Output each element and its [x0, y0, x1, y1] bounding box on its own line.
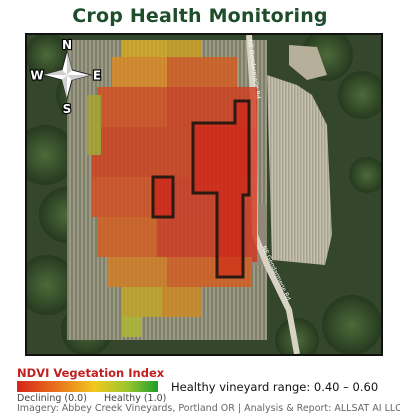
declining-zone-large[interactable]: [191, 99, 251, 279]
page-title: Crop Health Monitoring: [72, 5, 328, 27]
compass-e: E: [93, 69, 101, 83]
ndvi-map[interactable]: NE Gendarmerie Rd NE Gendarmerie Rd: [25, 33, 383, 356]
compass-n: N: [62, 38, 72, 52]
healthy-range-note: Healthy vineyard range: 0.40 – 0.60: [171, 380, 379, 394]
imagery-credit: Imagery: Abbey Creek Vineyards, Portland…: [17, 403, 400, 414]
compass-w: W: [30, 69, 43, 83]
declining-zones: [151, 99, 251, 279]
legend-low-label: Declining (0.0): [17, 393, 87, 404]
legend-high-label: Healthy (1.0): [104, 393, 167, 404]
declining-zone-small[interactable]: [151, 175, 175, 219]
compass-s: S: [63, 102, 72, 116]
legend-title: NDVI Vegetation Index: [17, 366, 165, 380]
compass-rose: N S E W: [29, 37, 102, 117]
ndvi-color-scale: [17, 381, 158, 392]
